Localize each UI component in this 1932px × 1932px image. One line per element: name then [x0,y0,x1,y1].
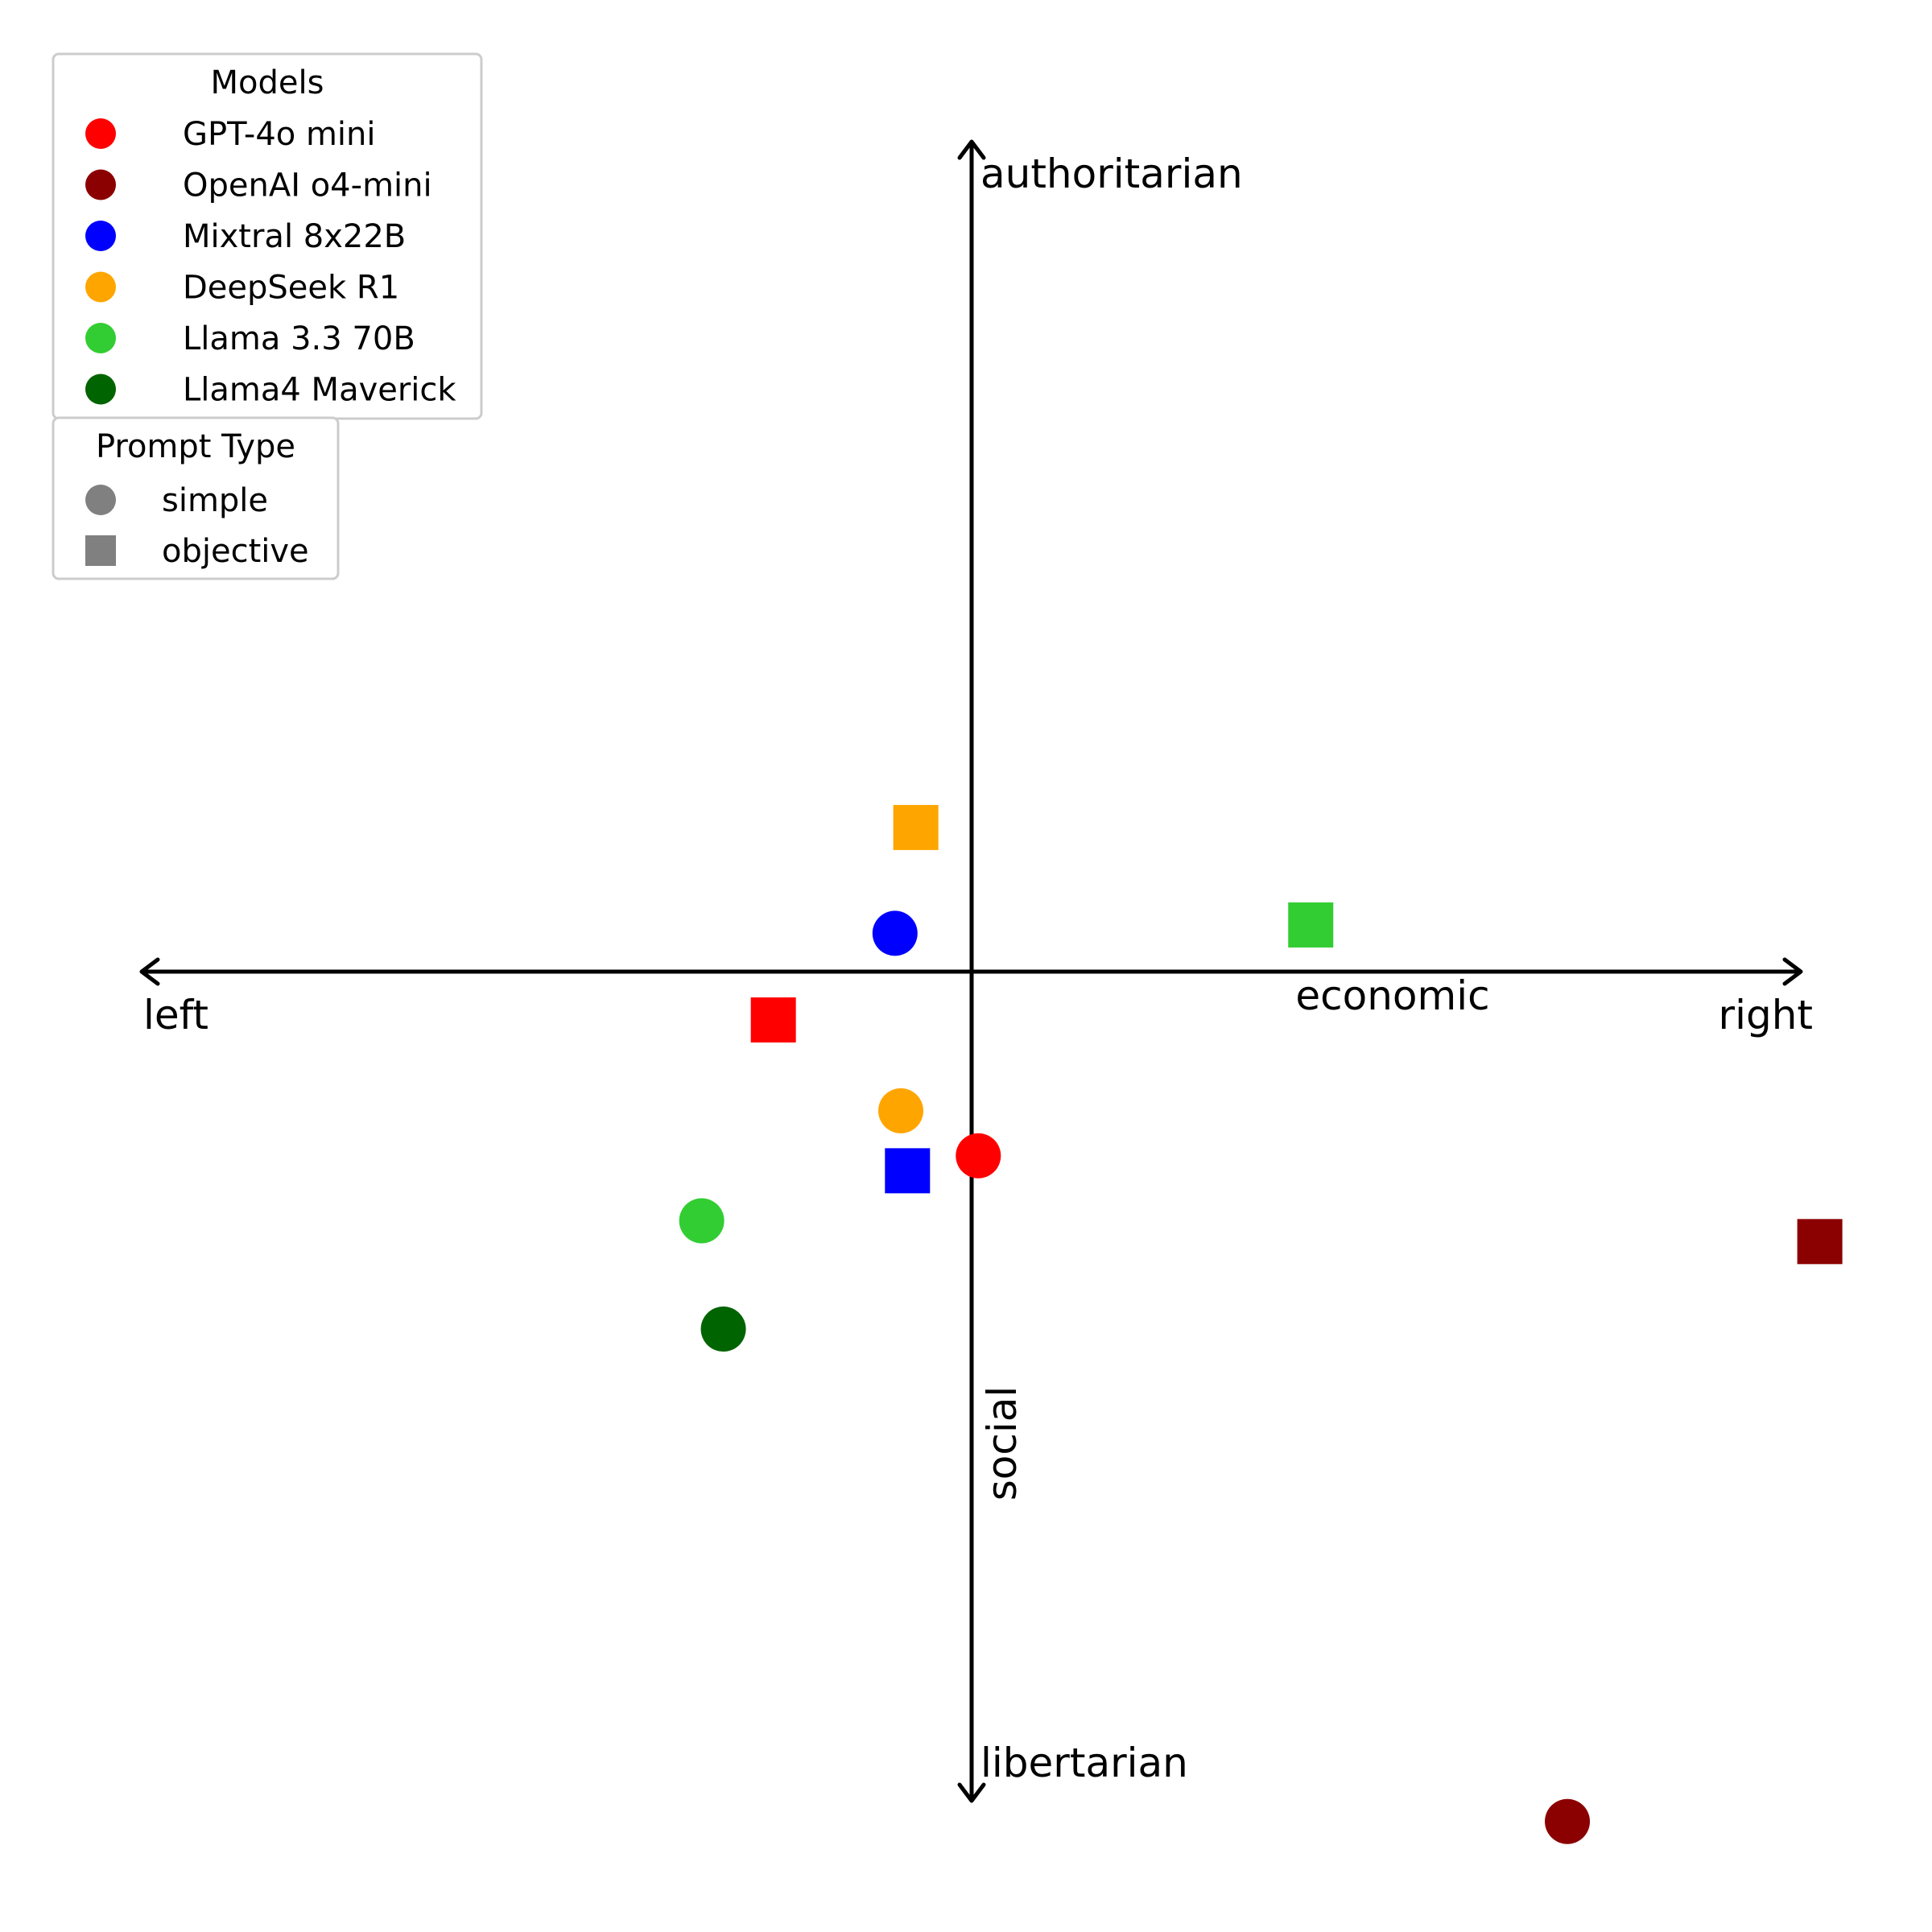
label-right: right [1719,992,1813,1038]
arrow-down-icon [957,1782,986,1803]
point-openai-o4-mini-objective [1797,1219,1843,1265]
legend-label-llama4-maverick: Llama4 Maverick [183,372,456,409]
data-points [679,804,1843,1844]
point-llama4-maverick-simple [700,1307,746,1352]
point-mixtral-8x22b-objective [885,1148,931,1194]
legend-label-llama-3-3-70b: Llama 3.3 70B [183,320,415,357]
label-left: left [143,992,208,1038]
point-gpt-4o-mini-objective [750,997,796,1043]
x-axis-title: economic [1295,972,1489,1019]
legend-label-simple: simple [162,482,268,519]
point-llama-3-3-70b-objective [1288,902,1334,948]
legend-marker-openai-o4-mini [85,169,116,200]
legend-label-deepseek-r1: DeepSeek R1 [183,270,399,307]
legend-models-entries: GPT-4o mini OpenAI o4-mini Mixtral 8x22B De… [85,116,456,409]
legend-prompt-type-frame [52,416,340,580]
arrow-left-icon [139,957,160,986]
point-deepseek-r1-objective [893,804,939,850]
legend-marker-deepseek-r1 [85,271,116,303]
legend-marker-mixtral-8x22b [85,221,116,251]
legend-prompt-type-entries: simple objective [85,482,309,570]
label-bottom: libertarian [980,1740,1188,1786]
legend-label-mixtral-8x22b: Mixtral 8x22B [183,218,406,255]
legend-marker-llama-3-3-70b [85,323,116,353]
point-llama-3-3-70b-simple [679,1198,724,1244]
legend-models-title: Models [211,64,324,101]
legend-label-gpt-4o-mini: GPT-4o mini [183,116,376,153]
label-top: authoritarian [980,151,1243,197]
legend-models: Models GPT-4o mini OpenAI o4-mini Mixtral … [52,52,483,420]
point-deepseek-r1-simple [878,1088,924,1133]
legend-marker-llama4-maverick [85,374,116,405]
arrow-right-icon [1782,957,1803,986]
legend-marker-objective [85,535,116,566]
legend-label-objective: objective [162,533,309,570]
point-openai-o4-mini-simple [1545,1798,1591,1844]
axes [139,139,1803,1803]
arrow-up-icon [957,139,986,160]
y-axis-title: social [979,1386,1026,1501]
legend-marker-simple [85,485,116,515]
point-mixtral-8x22b-simple [872,910,918,956]
legend-marker-gpt-4o-mini [85,118,116,149]
legend-prompt-type-title: Prompt Type [96,428,295,465]
legend-label-openai-o4-mini: OpenAI o4-mini [183,167,432,204]
legend-prompt-type: Prompt Type simple objective [52,416,340,580]
point-gpt-4o-mini-simple [956,1133,1001,1179]
